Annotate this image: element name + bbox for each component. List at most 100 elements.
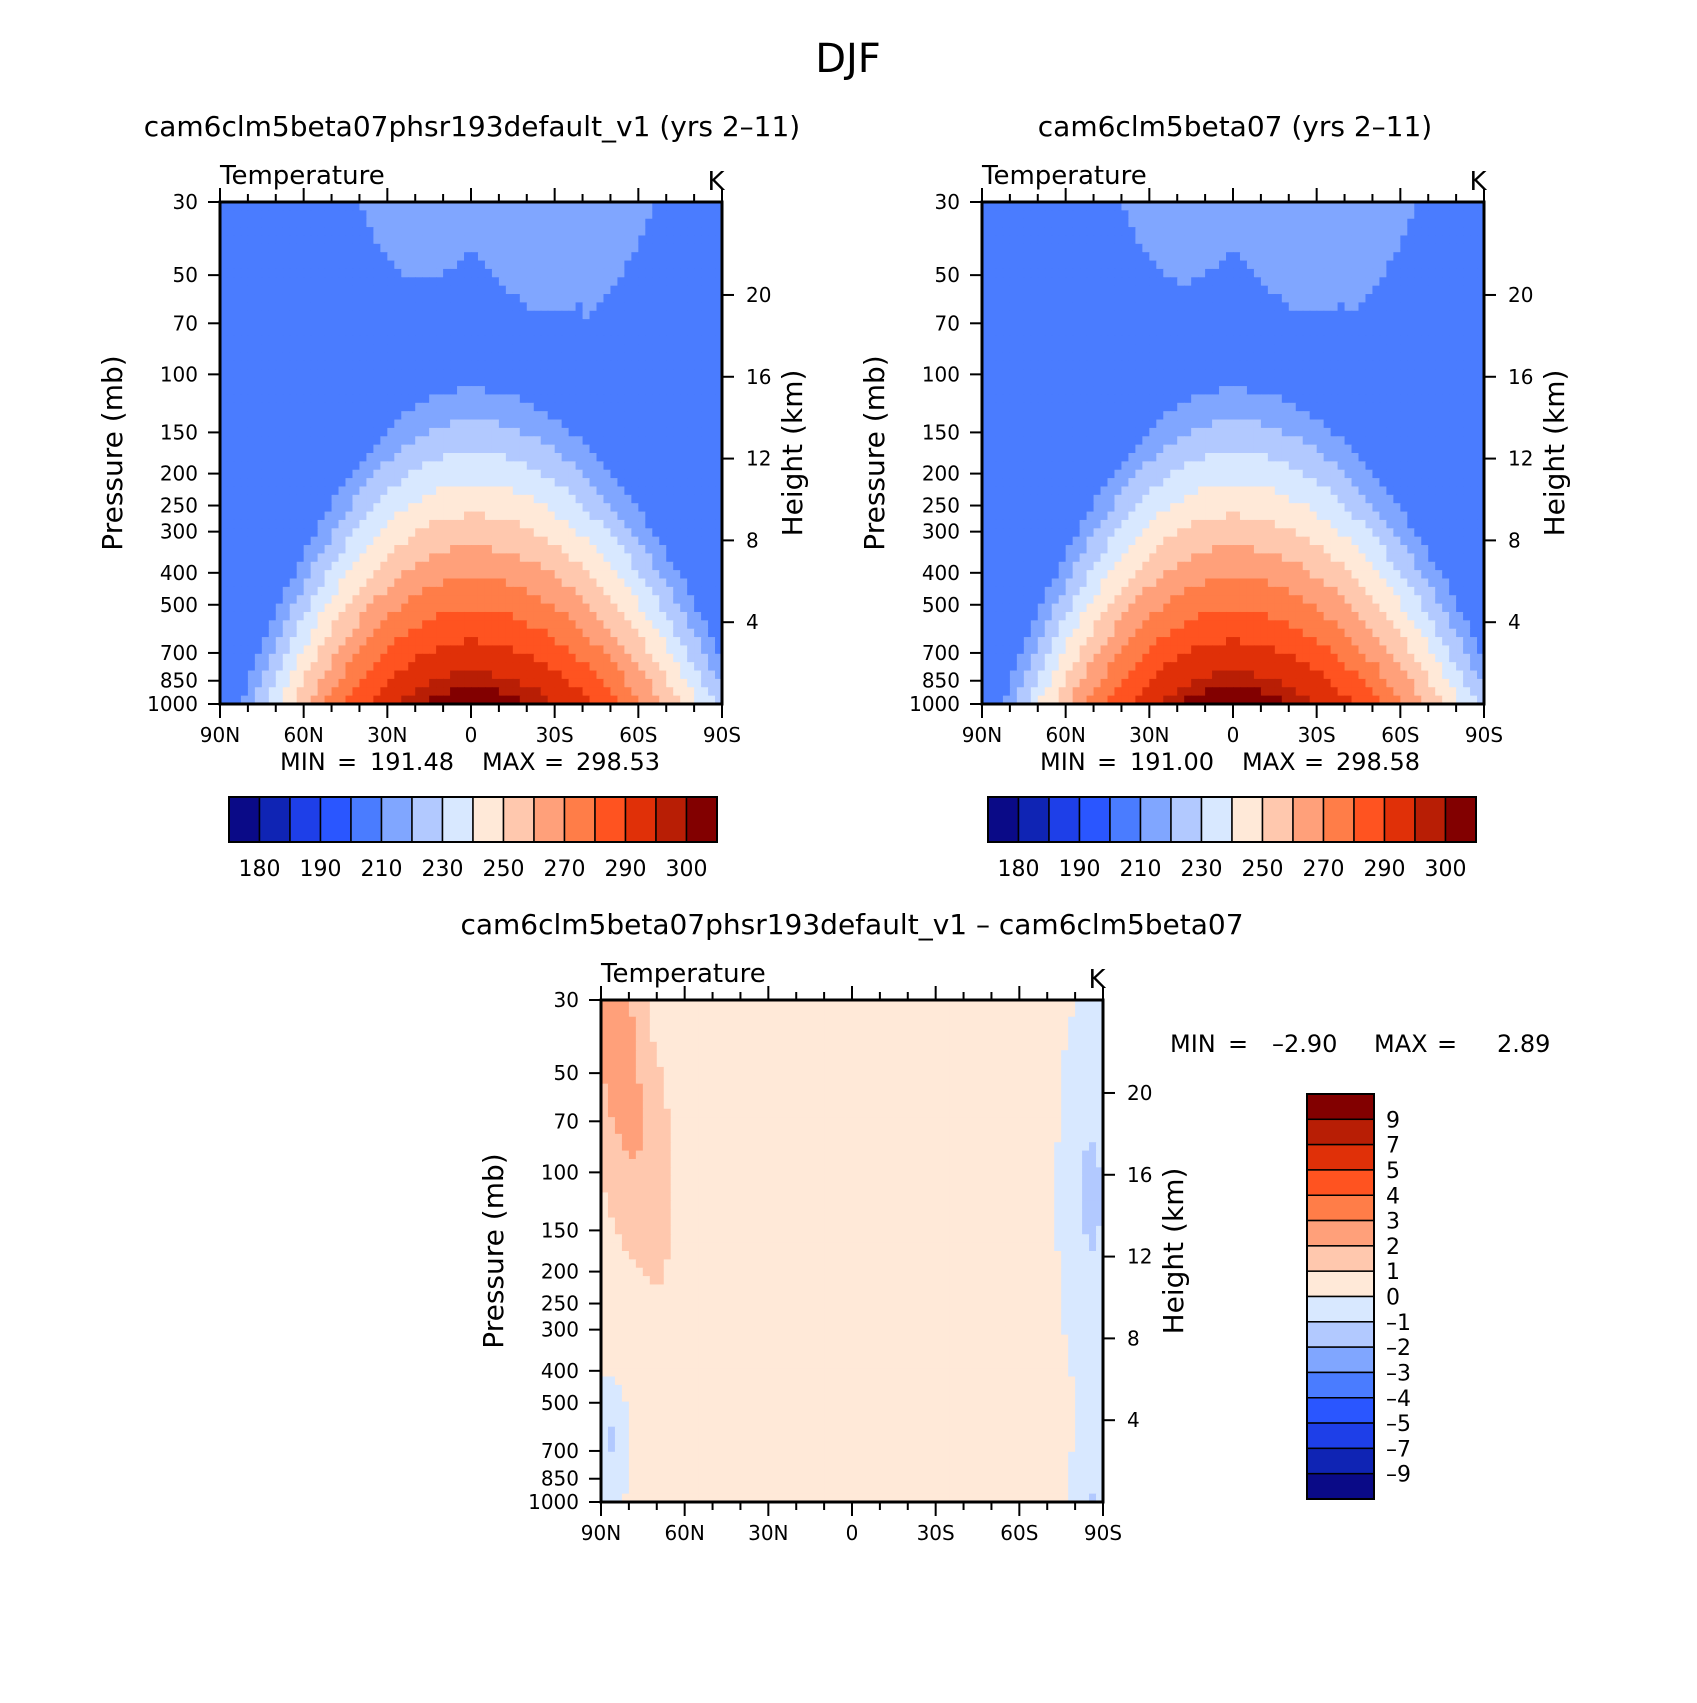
contour-cell (694, 411, 702, 420)
contour-cell (555, 436, 563, 445)
contour-cell (1121, 261, 1129, 270)
contour-cell (290, 612, 298, 621)
contour-cell (652, 294, 660, 303)
contour-cell (499, 269, 507, 278)
contour-cell (415, 286, 423, 295)
contour-cell (499, 478, 507, 487)
contour-cell (590, 244, 598, 253)
x-tick-label: 90N (200, 723, 240, 747)
contour-cell (708, 495, 716, 504)
contour-cell (248, 637, 256, 646)
contour-cell (332, 277, 340, 286)
contour-cell (996, 235, 1004, 244)
contour-cell (590, 679, 598, 688)
contour-cell (332, 369, 340, 378)
contour-cell (673, 595, 681, 604)
contour-cell (262, 612, 270, 621)
contour-cell (304, 570, 312, 579)
contour-cell (576, 486, 584, 495)
contour-cell (255, 261, 263, 270)
contour-cell (527, 386, 535, 395)
contour-cell (318, 612, 326, 621)
contour-cell (597, 512, 605, 521)
contour-cell (283, 570, 291, 579)
y-tick-label: 250 (160, 494, 198, 518)
contour-cell (548, 520, 556, 529)
contour-cell (332, 579, 340, 588)
contour-cell (380, 671, 388, 680)
contour-cell (583, 528, 591, 537)
contour-cell (464, 311, 472, 320)
contour-cell (576, 311, 584, 320)
contour-cell (617, 428, 625, 437)
contour-cell (701, 311, 709, 320)
contour-cell (638, 595, 646, 604)
contour-cell (708, 277, 716, 286)
contour-cell (415, 319, 423, 328)
contour-cell (603, 612, 611, 621)
contour-cell (373, 244, 381, 253)
contour-cell (373, 486, 381, 495)
contour-cell (276, 512, 284, 521)
contour-cell (325, 486, 333, 495)
contour-cell (562, 403, 570, 412)
contour-cell (645, 386, 653, 395)
contour-cell (1017, 219, 1025, 228)
contour-cell (408, 478, 416, 487)
contour-cell (290, 620, 298, 629)
y2-tick-label: 20 (746, 283, 771, 307)
contour-cell (652, 687, 660, 696)
contour-cell (659, 620, 667, 629)
contour-cell (492, 620, 500, 629)
contour-cell (694, 277, 702, 286)
contour-cell (408, 219, 416, 228)
contour-cell (332, 470, 340, 479)
contour-cell (555, 570, 563, 579)
contour-cell (513, 629, 521, 638)
contour-cell (457, 277, 465, 286)
contour-cell (436, 654, 444, 663)
contour-cell (1463, 235, 1471, 244)
contour-cell (492, 461, 500, 470)
contour-cell (234, 520, 242, 529)
contour-cell (401, 294, 409, 303)
contour-cell (1345, 219, 1353, 228)
contour-cell (415, 503, 423, 512)
contour-cell (359, 512, 367, 521)
contour-cell (352, 311, 360, 320)
contour-cell (541, 436, 549, 445)
contour-cell (680, 210, 688, 219)
contour-cell (645, 587, 653, 596)
contour-cell (1324, 235, 1332, 244)
contour-cell (248, 369, 256, 378)
contour-cell (311, 453, 319, 462)
contour-cell (241, 244, 249, 253)
contour-cell (659, 445, 667, 454)
contour-cell (610, 428, 618, 437)
contour-cell (297, 679, 305, 688)
contour-cell (352, 604, 360, 613)
contour-cell (590, 612, 598, 621)
contour-cell (443, 277, 451, 286)
contour-cell (708, 587, 716, 596)
contour-cell (1324, 210, 1332, 219)
contour-cell (534, 637, 542, 646)
contour-cell (339, 654, 347, 663)
contour-cell (359, 420, 367, 429)
contour-cell (248, 579, 256, 588)
contour-cell (652, 453, 660, 462)
contour-cell (248, 227, 256, 236)
contour-cell (576, 478, 584, 487)
contour-cell (352, 286, 360, 295)
contour-cell (380, 562, 388, 571)
contour-cell (255, 361, 263, 370)
contour-cell (701, 612, 709, 621)
contour-cell (485, 235, 493, 244)
contour-cell (380, 662, 388, 671)
contour-cell (555, 210, 563, 219)
contour-cell (1114, 252, 1122, 261)
contour-cell (989, 244, 997, 253)
contour-cell (617, 336, 625, 345)
x-tick-label: 60S (619, 723, 657, 747)
contour-cell (457, 553, 465, 562)
